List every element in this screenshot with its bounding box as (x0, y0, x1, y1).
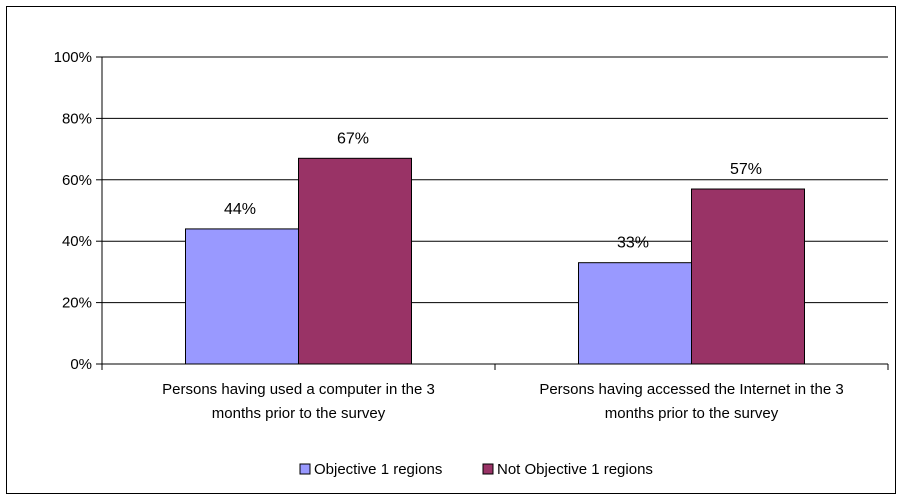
labels: 0% 20% 40% 60% 80% 100% 44% 67% Persons having u… (54, 49, 844, 422)
data-label: 57% (730, 161, 762, 178)
data-label: 44% (224, 201, 256, 218)
y-tick-label: 80% (62, 110, 92, 127)
x-category-label: Persons having used a computer in the 3 (162, 381, 435, 398)
bar-objective-1-0 (185, 228, 299, 365)
legend-label: Objective 1 regions (314, 461, 442, 478)
y-tick-label: 20% (62, 295, 92, 312)
bars (185, 157, 805, 365)
bar-objective-1-1 (578, 262, 692, 365)
x-category-label: Persons having accessed the Internet in … (539, 381, 843, 398)
x-category-label: months prior to the survey (212, 405, 386, 422)
data-label: 67% (337, 130, 369, 147)
bar-not-objective-1-1 (691, 188, 805, 365)
legend-swatch (299, 463, 311, 475)
y-tick-label: 60% (62, 172, 92, 189)
data-label: 33% (617, 235, 649, 252)
y-tick-label: 100% (54, 49, 92, 66)
legend: Objective 1 regions Not Objective 1 regio… (299, 461, 653, 478)
legend-label: Not Objective 1 regions (497, 461, 653, 478)
y-tick-label: 40% (62, 233, 92, 250)
bar-not-objective-1-0 (298, 157, 412, 365)
x-category-label: months prior to the survey (605, 405, 779, 422)
axes (96, 56, 889, 370)
y-tick-label: 0% (70, 356, 92, 373)
legend-swatch (482, 463, 494, 475)
